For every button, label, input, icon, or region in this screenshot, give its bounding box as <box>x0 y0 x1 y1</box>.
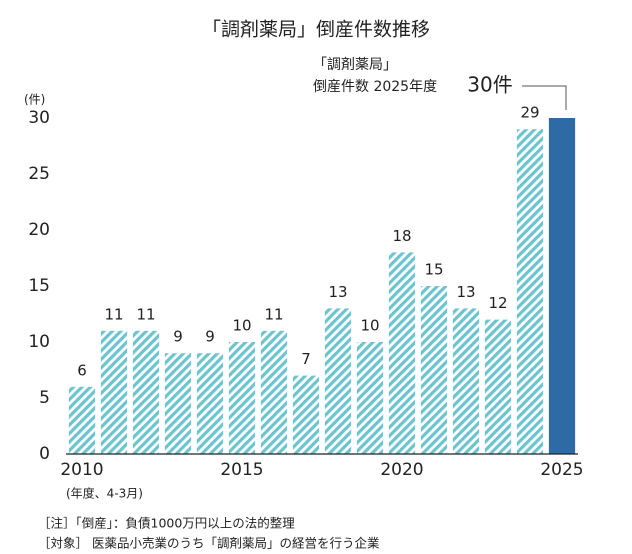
bar <box>548 118 576 454</box>
x-tick-label: 2015 <box>220 460 263 480</box>
note: ［対象］ 医薬品小売業のうち「調剤薬局」の経営を行う企業 <box>38 536 380 551</box>
data-label: 13 <box>456 283 475 301</box>
bar <box>68 386 96 454</box>
data-label: 7 <box>301 350 311 368</box>
chart-title: 「調剤薬局」倒産件数推移 <box>202 19 430 41</box>
data-label: 13 <box>328 283 347 301</box>
bar <box>452 308 480 454</box>
x-tick-label: 2010 <box>60 460 103 480</box>
bar <box>484 319 512 454</box>
bar <box>388 252 416 454</box>
y-tick-label: 20 <box>28 220 50 240</box>
x-tick-label: 2025 <box>540 460 583 480</box>
y-tick-label: 5 <box>39 388 50 408</box>
y-tick-label: 10 <box>28 332 50 352</box>
bar <box>260 330 288 454</box>
data-label: 6 <box>77 361 87 379</box>
data-label: 9 <box>173 328 183 346</box>
data-label: 29 <box>520 104 539 122</box>
annotation: 「調剤薬局」 <box>313 57 397 73</box>
y-unit-label: (件) <box>24 93 45 107</box>
y-tick-label: 15 <box>28 276 50 296</box>
data-label: 12 <box>488 294 507 312</box>
y-tick-label: 0 <box>39 444 50 464</box>
bar <box>324 308 352 454</box>
bar <box>420 286 448 454</box>
data-label: 10 <box>232 317 251 335</box>
data-label: 10 <box>360 317 379 335</box>
bar <box>100 330 128 454</box>
data-label: 15 <box>424 261 443 279</box>
x-tick-label: 2020 <box>380 460 423 480</box>
bar <box>516 129 544 454</box>
annotation: 倒産件数 2025年度 <box>313 79 437 95</box>
note: ［注］「倒産」：負債1000万円以上の法的整理 <box>38 516 295 531</box>
y-tick-label: 25 <box>28 164 50 184</box>
bar <box>196 353 224 454</box>
data-label: 30件 <box>467 73 512 97</box>
data-label: 9 <box>205 328 215 346</box>
data-label: 18 <box>392 227 411 245</box>
y-tick-label: 30 <box>28 108 50 128</box>
bar <box>164 353 192 454</box>
bar <box>228 342 256 454</box>
bar <box>356 342 384 454</box>
annotation-connector <box>522 85 567 110</box>
x-note: (年度、4-3月) <box>66 486 143 501</box>
data-label: 11 <box>136 305 155 323</box>
data-label: 11 <box>104 305 123 323</box>
bar <box>132 330 160 454</box>
bar <box>292 375 320 454</box>
data-label: 11 <box>264 305 283 323</box>
